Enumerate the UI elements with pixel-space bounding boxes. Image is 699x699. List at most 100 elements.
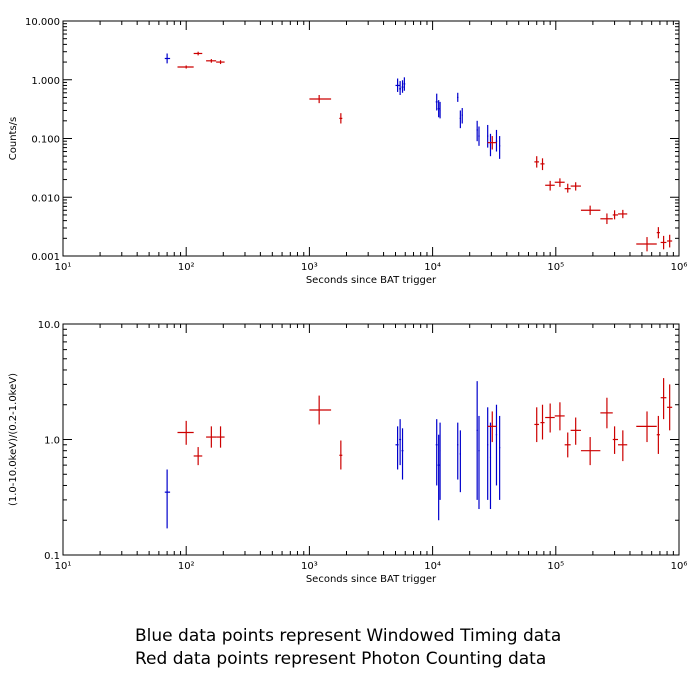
data-point <box>618 209 628 219</box>
data-point <box>534 407 539 443</box>
data-point <box>534 156 539 168</box>
data-point <box>545 180 555 191</box>
x-tick-label: 10⁶ <box>671 262 688 273</box>
data-point <box>478 126 480 146</box>
wt-series <box>164 53 501 159</box>
data-point <box>309 395 332 425</box>
data-point <box>600 213 613 225</box>
data-point <box>461 108 463 124</box>
data-point <box>499 136 501 159</box>
data-point <box>495 404 498 486</box>
data-point <box>399 81 402 96</box>
data-point <box>206 59 217 63</box>
data-point <box>570 417 581 445</box>
y-tick-label: 0.010 <box>31 193 60 204</box>
x-axis-label: Seconds since BAT trigger <box>306 275 437 286</box>
data-point <box>489 133 492 157</box>
y-tick-label: 1.0 <box>44 436 60 447</box>
x-tick-label: 10¹ <box>55 262 72 273</box>
x-tick-label: 10⁴ <box>424 262 441 273</box>
x-tick-label: 10³ <box>301 262 318 273</box>
y-tick-label: 1.000 <box>31 76 60 87</box>
data-point <box>499 415 501 500</box>
light-curve-panel: 10¹ 10² 10³ 10⁴ 10⁵ 10⁶ 0.001 0.010 0.100 1.000 10… <box>8 17 687 286</box>
data-point <box>487 411 497 443</box>
data-point <box>435 419 438 486</box>
data-point <box>216 60 225 65</box>
data-point <box>667 384 673 431</box>
data-point <box>580 205 601 215</box>
data-point <box>478 415 480 510</box>
data-point <box>339 440 343 470</box>
data-point <box>554 402 565 431</box>
data-point <box>216 426 225 448</box>
data-point <box>457 422 459 480</box>
data-point <box>487 136 497 150</box>
x-axis-label: Seconds since BAT trigger <box>306 574 437 585</box>
data-point <box>564 183 571 193</box>
caption-pc-legend: Red data points represent Photon Countin… <box>135 649 547 669</box>
data-point <box>487 124 489 148</box>
data-point <box>435 93 438 111</box>
data-point <box>395 78 400 92</box>
data-point <box>177 65 194 69</box>
data-point <box>656 227 660 239</box>
y-tick-label: 0.100 <box>31 135 60 146</box>
data-point <box>612 426 619 454</box>
data-point <box>439 422 441 500</box>
data-point <box>600 397 613 429</box>
data-point <box>437 434 440 521</box>
data-point <box>489 422 492 510</box>
data-point <box>459 110 461 129</box>
data-point <box>459 430 461 493</box>
data-point <box>580 437 601 466</box>
x-tick-label: 10³ <box>301 561 318 572</box>
wt-series <box>164 381 501 529</box>
pc-series <box>177 51 673 252</box>
data-point <box>439 101 441 119</box>
data-point <box>495 129 498 152</box>
x-tick-label: 10⁵ <box>547 262 564 273</box>
data-point <box>636 411 657 443</box>
x-tick-label: 10⁵ <box>547 561 564 572</box>
x-tick-label: 10² <box>178 262 195 273</box>
data-point <box>564 432 571 458</box>
data-point <box>660 235 667 250</box>
y-axis-label: Counts/s <box>8 117 19 161</box>
data-point <box>206 426 217 448</box>
data-point <box>395 426 399 470</box>
data-point <box>656 415 660 454</box>
data-point <box>401 80 404 93</box>
data-point <box>193 447 203 466</box>
x-tick-label: 10⁴ <box>424 561 441 572</box>
x-tick-label: 10² <box>178 561 195 572</box>
data-point <box>540 158 545 171</box>
y-tick-label: 0.1 <box>44 551 60 562</box>
data-point <box>660 378 667 420</box>
plot-frame <box>62 323 680 556</box>
hardness-ratio-panel: 10¹ 10² 10³ 10⁴ 10⁵ 10⁶ 0.1 1.0 10.0 Seconds sinc… <box>8 320 687 585</box>
data-point <box>612 210 619 220</box>
data-point <box>476 120 478 142</box>
data-point <box>403 77 406 91</box>
data-point <box>487 407 489 500</box>
data-point <box>401 428 404 480</box>
data-point <box>309 95 332 104</box>
data-point <box>193 51 203 56</box>
x-tick-label: 10¹ <box>55 561 72 572</box>
y-tick-label: 10.0 <box>38 320 60 331</box>
data-point <box>437 100 440 118</box>
data-point <box>570 182 581 191</box>
data-point <box>618 430 628 462</box>
y-axis-label: (1.0-10.0keV)/(0.2-1.0keV) <box>8 373 19 506</box>
data-point <box>339 113 343 124</box>
data-point <box>476 381 478 500</box>
data-point <box>540 404 545 440</box>
data-point <box>457 92 459 102</box>
pc-series <box>177 378 673 470</box>
data-point <box>667 234 673 248</box>
y-tick-label: 0.001 <box>31 252 60 263</box>
caption-wt-legend: Blue data points represent Windowed Timi… <box>135 626 562 646</box>
data-point <box>177 420 194 445</box>
